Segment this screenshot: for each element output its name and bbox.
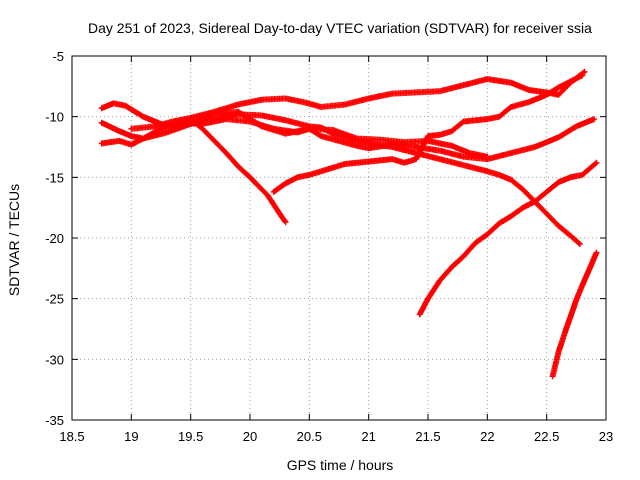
x-tick-label: 22.5 — [534, 429, 559, 444]
y-tick-label: -30 — [45, 352, 64, 367]
x-tick-label: 22 — [480, 429, 494, 444]
y-axis-label: SDTVAR / TECUs — [6, 184, 22, 296]
x-tick-label: 21.5 — [415, 429, 440, 444]
x-tick-label: 19 — [124, 429, 138, 444]
x-tick-label: 21 — [361, 429, 375, 444]
x-tick-label: 23 — [599, 429, 613, 444]
x-tick-label: 20 — [243, 429, 257, 444]
x-axis-label: GPS time / hours — [287, 457, 394, 473]
series-sat-e — [187, 116, 289, 226]
series-sat-c — [98, 108, 491, 160]
y-tick-label: -25 — [45, 292, 64, 307]
series-sat-d — [128, 68, 588, 132]
chart-title: Day 251 of 2023, Sidereal Day-to-day VTE… — [88, 20, 592, 36]
y-tick-label: -10 — [45, 110, 64, 125]
data-series — [98, 68, 600, 380]
y-tick-label: -15 — [45, 170, 64, 185]
x-tick-label: 20.5 — [297, 429, 322, 444]
x-tick-label: 18.5 — [59, 429, 84, 444]
y-axis-ticks: -5 -10 -15 -20 -25 -30 -35 — [45, 49, 606, 428]
series-sat-h — [549, 249, 600, 380]
x-axis-ticks: 18.5 19 19.5 20 20.5 21 21.5 22 22.5 23 — [59, 56, 613, 444]
x-tick-label: 19.5 — [178, 429, 203, 444]
series-sat-g — [416, 159, 600, 318]
series-sat-f — [270, 72, 586, 195]
y-tick-label: -5 — [52, 49, 64, 64]
y-tick-label: -35 — [45, 413, 64, 428]
y-tick-label: -20 — [45, 231, 64, 246]
